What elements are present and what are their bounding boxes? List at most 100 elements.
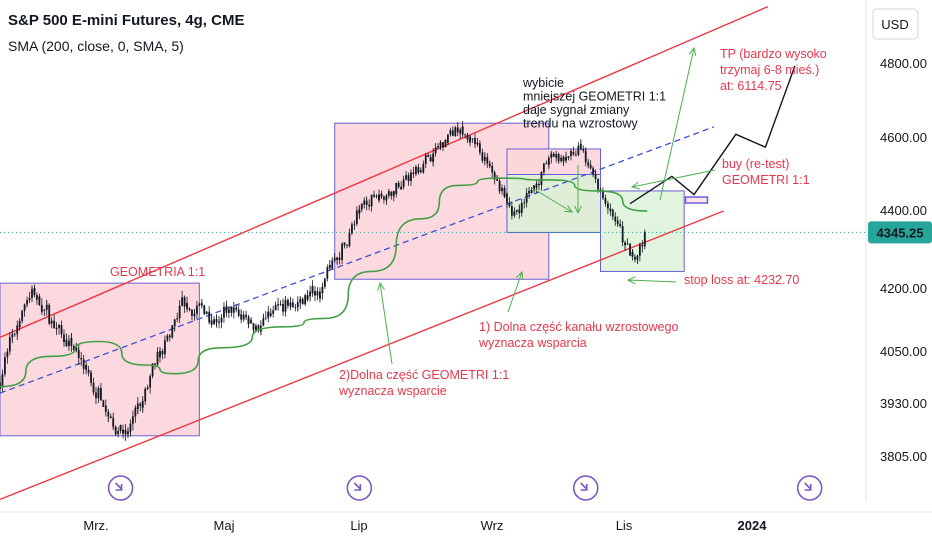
projection-path xyxy=(629,65,796,205)
candle xyxy=(336,256,339,265)
candle xyxy=(483,152,486,163)
candle xyxy=(469,134,471,147)
candle xyxy=(528,186,531,196)
candle-body xyxy=(513,211,516,215)
candle-body xyxy=(606,203,609,209)
candle-body xyxy=(616,222,619,224)
candle-body xyxy=(643,235,646,247)
geometry-support-note: 2)Dolna część GEOMETRI 1:1 wyznacza wspar… xyxy=(338,368,509,398)
buy-note: buy (re-test) GEOMETRI 1:1 xyxy=(722,157,810,187)
candle-body xyxy=(636,255,639,258)
channel-support-arrow-head xyxy=(515,270,524,281)
candle-body xyxy=(18,320,21,327)
candle xyxy=(92,383,95,396)
candle xyxy=(80,351,83,366)
candle-body xyxy=(493,172,496,180)
candle xyxy=(479,140,481,156)
event-icon[interactable] xyxy=(346,475,373,501)
candle xyxy=(314,286,316,296)
candle xyxy=(341,242,343,255)
y-tick-label: 4200.00 xyxy=(880,281,927,296)
candle xyxy=(21,310,24,324)
candle xyxy=(565,154,567,164)
tp-arrow xyxy=(659,47,695,201)
candle-body xyxy=(240,314,243,320)
candle xyxy=(454,125,457,137)
candle-body xyxy=(97,387,100,393)
candle xyxy=(176,312,179,323)
candle-body xyxy=(634,256,636,260)
candle xyxy=(6,348,9,364)
indicator-label[interactable]: SMA (200, close, 0, SMA, 5) xyxy=(8,38,184,54)
candle xyxy=(166,334,169,343)
currency-button[interactable] xyxy=(872,8,919,40)
candle xyxy=(181,290,184,304)
candle-body xyxy=(626,243,629,245)
candle-body xyxy=(631,252,634,257)
candle-body xyxy=(127,431,129,433)
candle xyxy=(48,311,51,326)
candle-body xyxy=(385,195,388,200)
candle xyxy=(250,316,252,325)
candle-body xyxy=(21,310,24,321)
candle xyxy=(459,127,462,139)
candle-body xyxy=(141,400,144,408)
candle-body xyxy=(242,314,245,320)
chart-title[interactable]: S&P 500 E-mini Futures, 4g, CME xyxy=(8,12,245,29)
breakout-arrow-2 xyxy=(531,187,573,213)
candle xyxy=(572,152,575,156)
candle xyxy=(515,209,518,215)
candle-body xyxy=(638,244,641,248)
event-icon[interactable] xyxy=(796,475,823,501)
candle-body xyxy=(262,318,265,320)
event-icon[interactable] xyxy=(107,475,134,501)
candle xyxy=(36,292,38,305)
candle-body xyxy=(348,233,351,240)
candle-body xyxy=(373,194,375,196)
candle-body xyxy=(619,223,622,227)
candle-body xyxy=(102,400,105,407)
candle-body xyxy=(232,309,235,313)
candle xyxy=(360,202,363,213)
channel-support-note-line: 1) Dolna część kanału wzrostowego xyxy=(479,320,678,334)
y-tick-label: 4800.00 xyxy=(880,56,927,71)
candle-body xyxy=(247,319,250,325)
candle-body xyxy=(353,223,356,225)
candle-body xyxy=(38,296,41,306)
candle-body xyxy=(208,318,211,323)
candle-body xyxy=(611,209,614,217)
candle xyxy=(227,306,230,319)
candle xyxy=(40,308,43,315)
event-icon[interactable] xyxy=(572,475,599,501)
candle-body xyxy=(397,182,400,187)
candle xyxy=(326,264,329,278)
candle xyxy=(289,296,292,308)
candle-body xyxy=(82,366,85,369)
candle-body xyxy=(594,176,597,180)
candle xyxy=(144,387,147,403)
candle-body xyxy=(63,339,65,343)
candle-body xyxy=(80,358,83,360)
candle xyxy=(550,151,553,158)
candle-body xyxy=(252,323,255,329)
candle-body xyxy=(533,185,535,188)
candle-body xyxy=(40,305,43,312)
candle xyxy=(419,167,422,174)
candle-body xyxy=(454,127,457,134)
candle-body xyxy=(395,182,398,190)
buy-note-line: GEOMETRI 1:1 xyxy=(722,173,810,187)
candle-body xyxy=(336,257,339,260)
candle-body xyxy=(542,163,545,170)
candle-body xyxy=(272,310,275,314)
y-tick-label: 3930.00 xyxy=(880,396,927,411)
candle-body xyxy=(395,189,398,195)
candle-body xyxy=(296,302,299,306)
candle-body xyxy=(321,286,324,293)
candle-body xyxy=(584,152,587,163)
candle-body xyxy=(565,157,567,161)
candle-body xyxy=(535,183,538,185)
candle-body xyxy=(301,299,304,305)
candle-body xyxy=(530,190,533,194)
candle-body xyxy=(373,195,375,197)
